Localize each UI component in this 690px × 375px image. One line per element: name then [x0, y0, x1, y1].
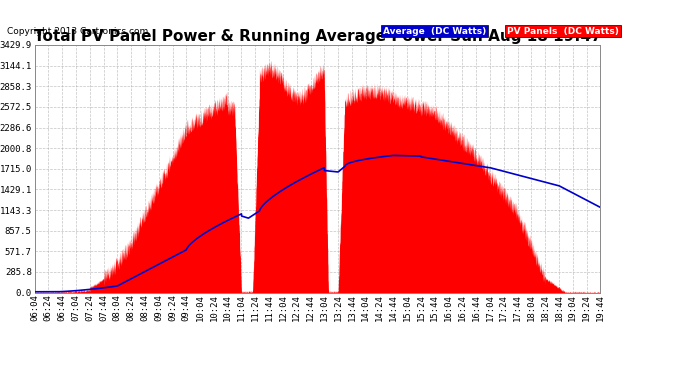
Text: Copyright 2013 Cartronics.com: Copyright 2013 Cartronics.com [7, 27, 148, 36]
Text: PV Panels  (DC Watts): PV Panels (DC Watts) [507, 27, 619, 36]
Title: Total PV Panel Power & Running Average Power Sun Aug 18 19:47: Total PV Panel Power & Running Average P… [34, 29, 601, 44]
Text: Average  (DC Watts): Average (DC Watts) [383, 27, 486, 36]
